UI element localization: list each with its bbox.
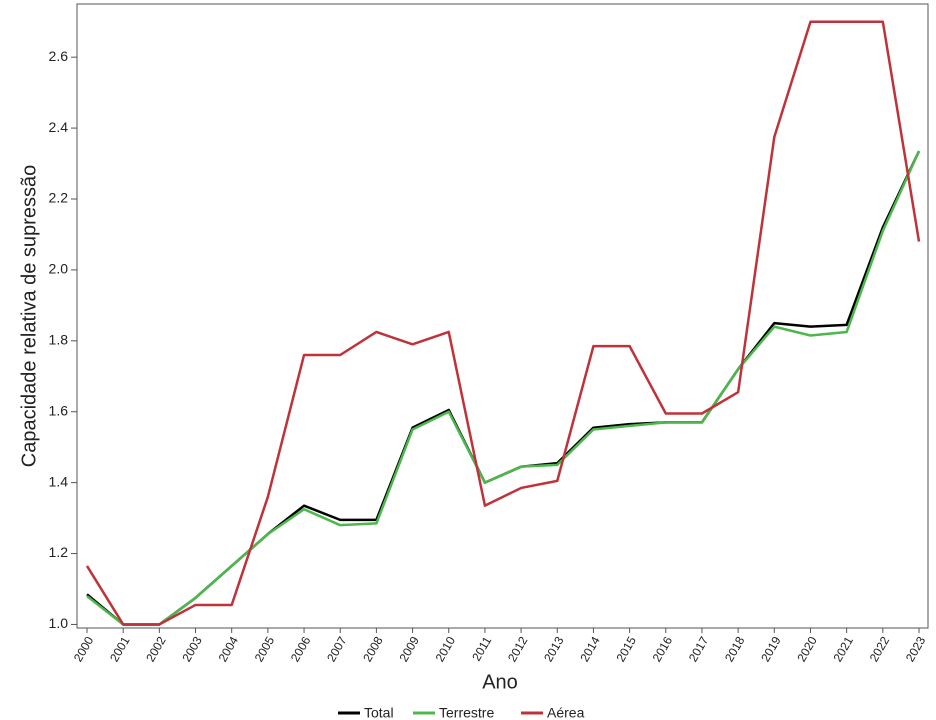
x-tick-label: 2000 — [71, 634, 97, 664]
y-tick-label: 2.6 — [49, 48, 69, 64]
y-tick-label: 1.4 — [49, 473, 69, 489]
y-tick-label: 2.0 — [49, 261, 69, 277]
x-tick-label: 2015 — [613, 634, 639, 664]
x-tick-label: 2006 — [288, 634, 314, 664]
x-tick-label: 2014 — [577, 634, 603, 664]
y-tick-label: 1.8 — [49, 332, 69, 348]
x-tick-label: 2023 — [903, 634, 929, 664]
x-tick-label: 2005 — [252, 634, 278, 664]
x-tick-label: 2019 — [758, 634, 784, 664]
line — [85, 20, 921, 626]
line — [86, 150, 921, 626]
x-tick-label: 2013 — [541, 634, 567, 664]
x-tick-label: 2002 — [143, 634, 169, 664]
x-tick-label: 2009 — [396, 634, 422, 664]
x-tick-label: 2003 — [179, 634, 205, 664]
legend-label: Terrestre — [439, 705, 494, 720]
x-tick-label: 2004 — [216, 634, 242, 664]
x-tick-label: 2021 — [831, 634, 857, 664]
y-tick-label: 1.0 — [49, 615, 69, 631]
y-tick-label: 2.4 — [49, 119, 69, 135]
x-axis-title: Ano — [482, 671, 518, 693]
x-tick-label: 2010 — [433, 634, 459, 664]
y-axis-title: Capacidade relativa de supressão — [18, 165, 40, 467]
y-tick-label: 1.2 — [49, 544, 69, 560]
x-tick-label: 2017 — [686, 634, 712, 664]
x-tick-label: 2001 — [107, 634, 133, 664]
x-tick-label: 2018 — [722, 634, 748, 664]
x-tick-label: 2011 — [469, 634, 494, 664]
x-tick-label: 2022 — [867, 634, 893, 664]
y-tick-label: 2.2 — [49, 190, 69, 206]
x-tick-label: 2012 — [505, 634, 531, 664]
x-tick-label: 2020 — [794, 634, 820, 664]
x-tick-label: 2008 — [360, 634, 386, 664]
x-tick-label: 2007 — [324, 634, 350, 664]
x-tick-label: 2016 — [650, 634, 676, 664]
plot-frame — [76, 3, 929, 629]
line — [86, 150, 921, 626]
y-tick-label: 1.6 — [49, 402, 69, 418]
legend-label: Total — [364, 705, 394, 720]
legend-label: Aérea — [547, 705, 585, 720]
